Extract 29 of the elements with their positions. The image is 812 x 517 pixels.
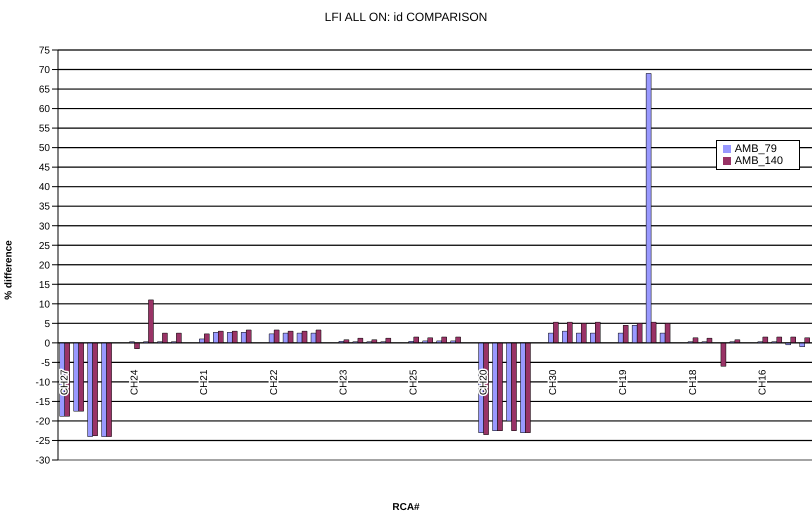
x-tick-label: CH20 [478,369,490,396]
y-tick-label: 25 [38,240,50,252]
y-tick-label: 55 [38,124,50,135]
legend-label: AMB_79 [734,143,777,155]
y-tick-label: 30 [38,221,50,232]
y-tick-label: 15 [38,280,50,291]
y-tick-label: 35 [38,202,50,213]
y-tick-label: 65 [38,84,50,96]
y-tick-label: 40 [38,182,50,194]
y-tick-label: 50 [38,143,50,154]
y-tick-label: 10 [38,299,50,310]
y-tick-label: 20 [38,260,50,272]
x-axis-title: RCA# [391,502,421,513]
y-tick-label: 60 [38,104,50,116]
y-tick-label: 75 [38,46,50,57]
y-tick-label: 0 [44,338,50,350]
y-tick-label: -30 [36,456,50,467]
x-tick-label: CH27 [59,369,70,396]
y-tick-label: 70 [38,65,50,76]
y-tick-label: -20 [36,416,50,428]
y-tick-label: 5 [44,318,50,330]
y-tick-label: 45 [38,162,50,174]
y-tick-label: -10 [36,377,50,388]
y-tick-label: -25 [36,436,50,448]
y-tick-label: -15 [36,396,50,408]
y-axis-title: % difference [4,240,14,300]
legend-label: AMB_140 [734,155,783,167]
y-tick-label: -5 [41,358,50,369]
chart-title: LFI ALL ON: id COMPARISON [324,10,488,24]
